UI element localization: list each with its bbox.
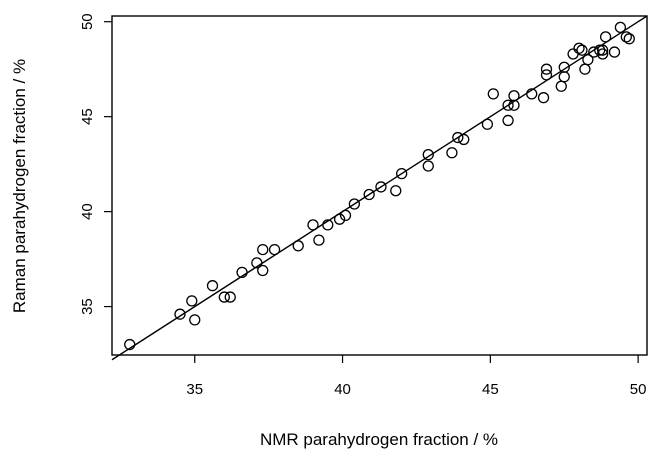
data-point (452, 131, 464, 144)
data-point (481, 118, 494, 130)
data-point (333, 213, 346, 225)
data-point (363, 188, 375, 201)
x-tick-label: 45 (482, 381, 499, 398)
data-point (446, 147, 458, 159)
points-layer (124, 21, 635, 351)
data-point (608, 46, 621, 58)
data-point (540, 63, 553, 75)
data-point (189, 314, 201, 326)
data-point (390, 185, 402, 197)
data-point (174, 308, 186, 320)
data-point (206, 280, 219, 292)
x-tick-label: 50 (630, 381, 647, 398)
data-point (558, 71, 570, 83)
data-point (508, 99, 520, 111)
data-point (422, 160, 434, 172)
data-point (620, 31, 632, 43)
data-point (594, 44, 606, 56)
x-tick-label: 40 (334, 381, 351, 398)
data-point (307, 219, 319, 231)
x-tick-label: 35 (186, 381, 203, 398)
data-point (375, 181, 387, 193)
y-tick-label: 50 (79, 13, 96, 30)
data-point (508, 90, 520, 102)
x-axis-label: NMR parahydrogen fraction / % (260, 430, 498, 449)
data-point (339, 209, 352, 222)
y-tick-label: 40 (79, 203, 96, 220)
data-point (558, 61, 570, 73)
data-point (218, 291, 230, 303)
data-point (458, 133, 470, 146)
data-point (396, 167, 408, 180)
data-point (582, 54, 594, 66)
data-point (224, 291, 236, 303)
data-point (257, 264, 269, 277)
y-tick-label: 45 (79, 108, 96, 125)
data-point (487, 88, 499, 100)
data-point (268, 243, 281, 256)
y-axis: 35 40 45 50 (79, 13, 112, 315)
data-point (502, 99, 514, 111)
data-point (322, 219, 334, 231)
data-point (186, 295, 198, 307)
x-axis: 35 40 45 50 (186, 355, 646, 398)
fit-line (111, 15, 648, 361)
data-point (348, 198, 361, 210)
data-point (597, 44, 609, 56)
data-point (124, 338, 136, 351)
data-point (599, 31, 612, 43)
data-point (588, 46, 600, 58)
data-point (597, 48, 609, 60)
data-point (623, 33, 635, 45)
data-point (614, 21, 627, 34)
data-point (540, 69, 553, 81)
fit-line-layer (111, 15, 648, 361)
data-point (292, 240, 304, 252)
data-point (257, 243, 269, 256)
data-point (526, 88, 538, 100)
y-tick-label: 35 (79, 298, 96, 315)
plot-frame (111, 15, 648, 356)
data-point (576, 44, 588, 56)
data-point (422, 148, 434, 161)
data-point (573, 42, 585, 54)
data-point (537, 92, 550, 104)
data-point (579, 63, 591, 75)
data-point (313, 234, 325, 246)
data-point (251, 257, 263, 269)
data-point (236, 266, 248, 279)
y-axis-label: Raman parahydrogen fraction / % (10, 59, 29, 313)
data-point (502, 114, 514, 127)
data-point (555, 80, 567, 92)
